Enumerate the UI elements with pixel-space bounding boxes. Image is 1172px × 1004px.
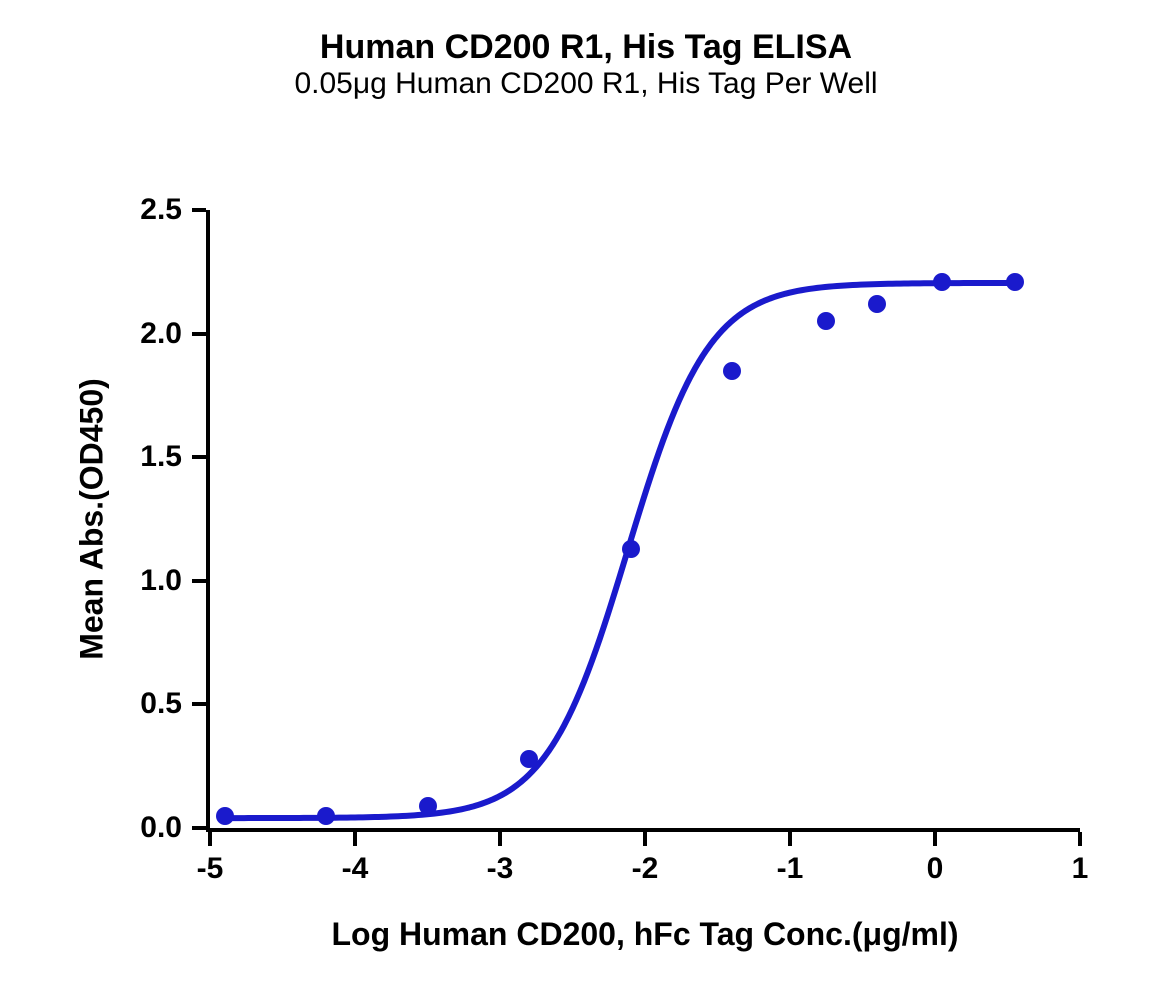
data-point [868, 295, 886, 313]
data-point [419, 797, 437, 815]
data-point [622, 540, 640, 558]
data-point [817, 312, 835, 330]
y-tick [192, 702, 206, 706]
x-tick [208, 832, 212, 846]
chart-container: Human CD200 R1, His Tag ELISA 0.05μg Hum… [0, 0, 1172, 1004]
y-tick-label: 2.0 [140, 317, 182, 351]
x-tick-label: -1 [777, 852, 804, 886]
y-tick [192, 579, 206, 583]
x-tick [643, 832, 647, 846]
y-axis-label: Mean Abs.(OD450) [74, 378, 111, 660]
data-point [317, 807, 335, 825]
y-tick-label: 1.5 [140, 440, 182, 474]
y-tick [192, 455, 206, 459]
x-tick-label: 1 [1072, 852, 1089, 886]
x-tick [788, 832, 792, 846]
chart-title: Human CD200 R1, His Tag ELISA [0, 28, 1172, 67]
x-tick-label: 0 [927, 852, 944, 886]
x-tick [1078, 832, 1082, 846]
data-point [1006, 273, 1024, 291]
chart-subtitle: 0.05μg Human CD200 R1, His Tag Per Well [0, 67, 1172, 101]
y-tick [192, 332, 206, 336]
x-tick-label: -5 [197, 852, 224, 886]
x-tick [498, 832, 502, 846]
x-axis-label: Log Human CD200, hFc Tag Conc.(μg/ml) [331, 916, 958, 953]
data-point [723, 362, 741, 380]
y-tick [192, 826, 206, 830]
y-tick-label: 2.5 [140, 193, 182, 227]
plot-area: -5-4-3-2-1010.00.51.01.52.02.5Log Human … [210, 210, 1080, 828]
y-tick [192, 208, 206, 212]
title-block: Human CD200 R1, His Tag ELISA 0.05μg Hum… [0, 28, 1172, 101]
y-tick-label: 0.5 [140, 687, 182, 721]
y-tick-label: 0.0 [140, 811, 182, 845]
y-tick-label: 1.0 [140, 564, 182, 598]
x-tick-label: -4 [342, 852, 369, 886]
data-point [520, 750, 538, 768]
x-tick-label: -3 [487, 852, 514, 886]
x-tick [933, 832, 937, 846]
x-tick-label: -2 [632, 852, 659, 886]
x-tick [353, 832, 357, 846]
data-point [216, 807, 234, 825]
data-point [933, 273, 951, 291]
fit-curve [210, 210, 1080, 828]
